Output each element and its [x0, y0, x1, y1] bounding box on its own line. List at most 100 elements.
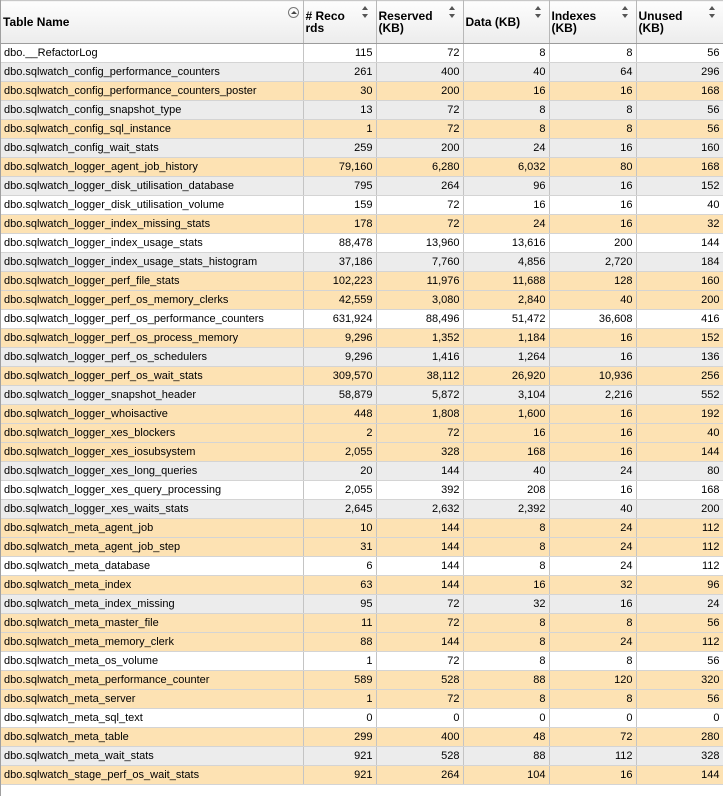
cell-data[interactable]: 51,472 [463, 309, 550, 329]
table-row[interactable]: dbo.sqlwatch_logger_xes_query_processing… [1, 480, 723, 500]
cell-unused[interactable]: 320 [636, 670, 723, 690]
cell-data[interactable]: 8 [463, 100, 550, 120]
table-row[interactable]: dbo.sqlwatch_meta_memory_clerk 88 144 8 24 11… [1, 632, 723, 652]
cell-records[interactable]: 921 [303, 746, 377, 766]
cell-table-name[interactable]: dbo.sqlwatch_logger_perf_os_performance_… [1, 309, 304, 329]
cell-unused[interactable]: 144 [636, 765, 723, 785]
cell-data[interactable]: 16 [463, 423, 550, 443]
cell-indexes[interactable]: 72 [549, 727, 637, 747]
table-row[interactable]: dbo.sqlwatch_config_performance_counters… [1, 81, 723, 101]
cell-data[interactable]: 8 [463, 537, 550, 557]
cell-unused[interactable]: 200 [636, 290, 723, 310]
cell-records[interactable]: 10 [303, 518, 377, 538]
cell-unused[interactable]: 56 [636, 43, 723, 63]
table-row[interactable]: dbo.sqlwatch_logger_perf_os_schedulers 9,… [1, 347, 723, 367]
cell-table-name[interactable]: dbo.sqlwatch_logger_index_missing_stats [1, 214, 304, 234]
cell-indexes[interactable]: 24 [549, 632, 637, 652]
sort-updown-icon[interactable] [448, 6, 456, 20]
cell-reserved[interactable]: 400 [376, 727, 464, 747]
cell-records[interactable]: 589 [303, 670, 377, 690]
cell-data[interactable]: 8 [463, 613, 550, 633]
cell-reserved[interactable]: 72 [376, 651, 464, 671]
cell-table-name[interactable]: dbo.sqlwatch_config_performance_counters [1, 62, 304, 82]
cell-indexes[interactable]: 64 [549, 62, 637, 82]
cell-records[interactable]: 79,160 [303, 157, 377, 177]
cell-data[interactable]: 8 [463, 556, 550, 576]
cell-unused[interactable]: 168 [636, 157, 723, 177]
cell-records[interactable]: 2,055 [303, 480, 377, 500]
cell-indexes[interactable]: 8 [549, 651, 637, 671]
cell-data[interactable]: 16 [463, 195, 550, 215]
cell-data[interactable]: 208 [463, 480, 550, 500]
cell-indexes[interactable]: 32 [549, 575, 637, 595]
cell-data[interactable]: 0 [463, 708, 550, 728]
cell-records[interactable]: 6 [303, 556, 377, 576]
cell-indexes[interactable]: 16 [549, 594, 637, 614]
cell-data[interactable]: 16 [463, 81, 550, 101]
cell-unused[interactable]: 112 [636, 537, 723, 557]
cell-indexes[interactable]: 128 [549, 271, 637, 291]
cell-table-name[interactable]: dbo.sqlwatch_logger_disk_utilisation_dat… [1, 176, 304, 196]
cell-reserved[interactable]: 264 [376, 176, 464, 196]
cell-reserved[interactable]: 5,872 [376, 385, 464, 405]
cell-table-name[interactable]: dbo.sqlwatch_logger_perf_os_process_memo… [1, 328, 304, 348]
cell-table-name[interactable]: dbo.sqlwatch_meta_index [1, 575, 304, 595]
cell-unused[interactable]: 96 [636, 575, 723, 595]
cell-unused[interactable]: 416 [636, 309, 723, 329]
cell-data[interactable]: 24 [463, 138, 550, 158]
table-row[interactable]: dbo.sqlwatch_logger_xes_long_queries 20 14… [1, 461, 723, 481]
cell-data[interactable]: 1,600 [463, 404, 550, 424]
cell-data[interactable]: 4,856 [463, 252, 550, 272]
cell-records[interactable]: 13 [303, 100, 377, 120]
cell-indexes[interactable]: 16 [549, 480, 637, 500]
cell-data[interactable]: 88 [463, 670, 550, 690]
cell-table-name[interactable]: dbo.sqlwatch_meta_agent_job [1, 518, 304, 538]
table-row[interactable]: dbo.sqlwatch_logger_perf_os_performance_… [1, 309, 723, 329]
cell-records[interactable]: 63 [303, 575, 377, 595]
cell-records[interactable]: 259 [303, 138, 377, 158]
cell-data[interactable]: 3,104 [463, 385, 550, 405]
cell-unused[interactable]: 32 [636, 214, 723, 234]
cell-records[interactable]: 1 [303, 651, 377, 671]
cell-table-name[interactable]: dbo.sqlwatch_logger_index_usage_stats_hi… [1, 252, 304, 272]
cell-records[interactable]: 42,559 [303, 290, 377, 310]
cell-indexes[interactable]: 112 [549, 746, 637, 766]
cell-records[interactable]: 2,055 [303, 442, 377, 462]
cell-unused[interactable]: 192 [636, 404, 723, 424]
table-row[interactable]: dbo.sqlwatch_config_snapshot_type 13 72 8 8 5… [1, 100, 723, 120]
table-row[interactable]: dbo.sqlwatch_config_wait_stats 259 200 24 16… [1, 138, 723, 158]
cell-unused[interactable]: 256 [636, 366, 723, 386]
cell-table-name[interactable]: dbo.sqlwatch_logger_index_usage_stats [1, 233, 304, 253]
cell-table-name[interactable]: dbo.sqlwatch_config_wait_stats [1, 138, 304, 158]
table-row[interactable]: dbo.sqlwatch_logger_agent_job_history 79,… [1, 157, 723, 177]
table-row[interactable]: dbo.sqlwatch_meta_performance_counter 589… [1, 670, 723, 690]
cell-records[interactable]: 11 [303, 613, 377, 633]
cell-records[interactable]: 299 [303, 727, 377, 747]
cell-table-name[interactable]: dbo.sqlwatch_logger_snapshot_header [1, 385, 304, 405]
cell-records[interactable]: 1 [303, 689, 377, 709]
cell-data[interactable]: 8 [463, 518, 550, 538]
cell-reserved[interactable]: 72 [376, 689, 464, 709]
cell-unused[interactable]: 200 [636, 499, 723, 519]
cell-records[interactable]: 631,924 [303, 309, 377, 329]
cell-table-name[interactable]: dbo.sqlwatch_meta_database [1, 556, 304, 576]
cell-data[interactable]: 1,264 [463, 347, 550, 367]
table-row[interactable]: dbo.sqlwatch_logger_index_usage_stats_hi… [1, 252, 723, 272]
cell-table-name[interactable]: dbo.sqlwatch_logger_xes_long_queries [1, 461, 304, 481]
cell-unused[interactable]: 112 [636, 632, 723, 652]
cell-indexes[interactable]: 10,936 [549, 366, 637, 386]
cell-table-name[interactable]: dbo.sqlwatch_logger_perf_os_memory_clerk… [1, 290, 304, 310]
cell-data[interactable]: 32 [463, 594, 550, 614]
cell-indexes[interactable]: 16 [549, 442, 637, 462]
cell-records[interactable]: 58,879 [303, 385, 377, 405]
column-header-unused[interactable]: Unused (KB) [636, 0, 723, 44]
table-row[interactable]: dbo.sqlwatch_meta_table 299 400 48 72 280 [1, 727, 723, 747]
sort-updown-icon[interactable] [361, 6, 369, 20]
cell-reserved[interactable]: 7,760 [376, 252, 464, 272]
cell-data[interactable]: 16 [463, 575, 550, 595]
cell-reserved[interactable]: 1,352 [376, 328, 464, 348]
cell-table-name[interactable]: dbo.sqlwatch_meta_table [1, 727, 304, 747]
cell-unused[interactable]: 56 [636, 100, 723, 120]
cell-reserved[interactable]: 328 [376, 442, 464, 462]
cell-reserved[interactable]: 72 [376, 214, 464, 234]
